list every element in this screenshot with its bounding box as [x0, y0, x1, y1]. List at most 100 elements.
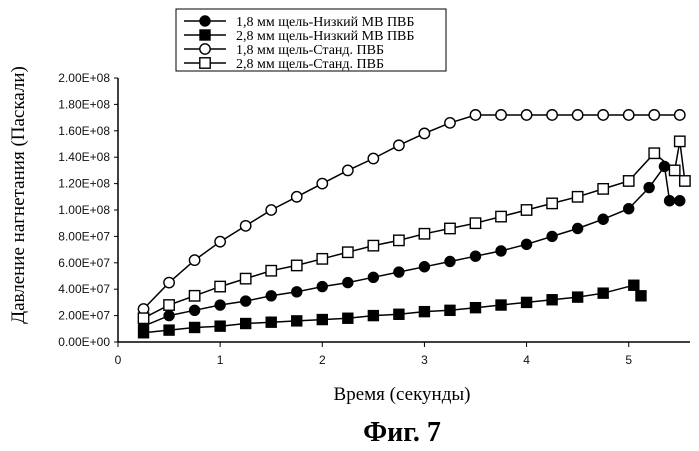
data-point — [470, 218, 480, 228]
data-point — [636, 291, 646, 301]
data-point — [675, 110, 685, 120]
data-point — [445, 256, 455, 266]
data-point — [624, 176, 634, 186]
data-point — [164, 310, 174, 320]
data-point — [572, 223, 582, 233]
data-point — [368, 310, 378, 320]
data-point — [266, 266, 276, 276]
data-point — [470, 302, 480, 312]
legend-marker — [200, 30, 210, 40]
data-point — [292, 192, 302, 202]
data-point — [266, 317, 276, 327]
series-group — [138, 110, 690, 338]
data-point — [547, 110, 557, 120]
data-point — [189, 322, 199, 332]
y-tick-label: 2.00E+07 — [58, 309, 110, 323]
data-point — [215, 281, 225, 291]
data-point — [649, 110, 659, 120]
data-point — [292, 316, 302, 326]
data-point — [189, 305, 199, 315]
data-point — [240, 273, 250, 283]
data-point — [547, 198, 557, 208]
data-point — [394, 267, 404, 277]
data-point — [394, 235, 404, 245]
data-point — [664, 196, 674, 206]
data-point — [343, 165, 353, 175]
data-point — [419, 262, 429, 272]
data-point — [572, 292, 582, 302]
x-axis-title: Время (секунды) — [334, 384, 471, 405]
data-point — [547, 231, 557, 241]
data-point — [496, 211, 506, 221]
data-point — [680, 176, 690, 186]
data-point — [419, 306, 429, 316]
data-point — [189, 291, 199, 301]
data-point — [317, 254, 327, 264]
data-point — [445, 305, 455, 315]
data-point — [215, 300, 225, 310]
x-tick-label: 4 — [523, 353, 530, 367]
data-point — [343, 247, 353, 257]
data-point — [470, 110, 480, 120]
x-tick-label: 5 — [625, 353, 632, 367]
data-point — [240, 318, 250, 328]
data-point — [266, 291, 276, 301]
data-point — [138, 328, 148, 338]
data-point — [368, 153, 378, 163]
y-tick-label: 4.00E+07 — [58, 282, 110, 296]
data-point — [572, 110, 582, 120]
data-point — [164, 325, 174, 335]
data-point — [470, 251, 480, 261]
y-tick-label: 1.60E+08 — [58, 124, 110, 138]
data-point — [240, 221, 250, 231]
data-point — [317, 314, 327, 324]
legend-marker — [200, 44, 210, 54]
data-point — [521, 297, 531, 307]
injection-pressure-chart: 0.00E+002.00E+074.00E+076.00E+078.00E+07… — [0, 0, 699, 451]
data-point — [521, 239, 531, 249]
data-point — [368, 272, 378, 282]
data-point — [215, 236, 225, 246]
data-point — [496, 110, 506, 120]
data-point — [343, 313, 353, 323]
data-point — [496, 300, 506, 310]
y-tick-label: 8.00E+07 — [58, 229, 110, 243]
y-tick-label: 2.00E+08 — [58, 71, 110, 85]
data-point — [164, 300, 174, 310]
data-point — [547, 295, 557, 305]
legend-label: 1,8 мм щель-Низкий МВ ПВБ — [236, 15, 414, 30]
data-point — [240, 296, 250, 306]
data-point — [419, 128, 429, 138]
x-tick-label: 2 — [319, 353, 326, 367]
data-point — [572, 192, 582, 202]
data-point — [368, 240, 378, 250]
data-point — [394, 140, 404, 150]
x-tick-label: 1 — [217, 353, 224, 367]
data-point — [292, 287, 302, 297]
data-point — [521, 110, 531, 120]
data-point — [675, 136, 685, 146]
data-point — [644, 182, 654, 192]
y-tick-label: 1.80E+08 — [58, 97, 110, 111]
data-point — [445, 118, 455, 128]
data-point — [669, 165, 679, 175]
data-point — [598, 184, 608, 194]
data-point — [317, 178, 327, 188]
data-point — [629, 280, 639, 290]
data-point — [659, 161, 669, 171]
data-point — [266, 205, 276, 215]
x-tick-label: 3 — [421, 353, 428, 367]
data-point — [496, 246, 506, 256]
data-point — [215, 321, 225, 331]
legend-marker — [200, 58, 210, 68]
y-tick-label: 6.00E+07 — [58, 256, 110, 270]
figure-caption: Фиг. 7 — [363, 417, 441, 448]
data-point — [649, 148, 659, 158]
data-point — [598, 110, 608, 120]
data-point — [317, 281, 327, 291]
data-point — [521, 205, 531, 215]
data-point — [445, 223, 455, 233]
data-point — [598, 214, 608, 224]
data-point — [598, 288, 608, 298]
y-axis-title: Давление нагнетания (Паскали) — [8, 66, 29, 324]
